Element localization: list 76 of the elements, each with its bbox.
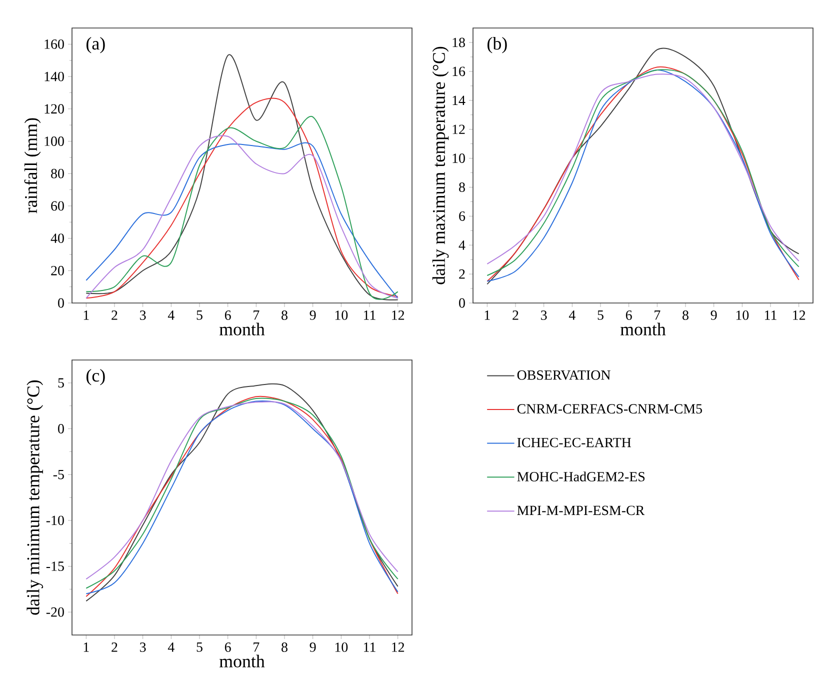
x-tick-label: 12 xyxy=(392,310,404,320)
y-tick-label: 140 xyxy=(44,72,64,82)
x-tick-label: 2 xyxy=(112,310,118,320)
x-tick-label: 1 xyxy=(84,310,89,320)
legend-label: MOHC-HadGEM2-ES xyxy=(517,472,645,482)
x-tick-label: 5 xyxy=(598,310,604,320)
x-tick-label: 10 xyxy=(335,310,348,320)
x-axis-title: month xyxy=(620,322,666,336)
y-tick-label: -15 xyxy=(46,562,64,571)
x-tick-label: 6 xyxy=(224,642,231,652)
x-tick-label: 11 xyxy=(765,310,776,320)
x-tick-label: 7 xyxy=(254,642,260,652)
y-axis-title: daily minimum temperature (°C) xyxy=(26,380,44,615)
y-tick-label: 40 xyxy=(50,234,64,244)
x-axis-title: month xyxy=(219,322,265,336)
y-tick-label: 14 xyxy=(452,96,466,105)
x-tick-label: 2 xyxy=(512,310,518,320)
y-tick-label: 4 xyxy=(458,240,466,250)
x-tick-label: 4 xyxy=(168,310,174,320)
chart-title: (b) xyxy=(488,37,507,54)
x-tick-label: 6 xyxy=(224,310,231,320)
x-tick-label: 8 xyxy=(282,310,288,320)
x-tick-label: 9 xyxy=(710,310,717,320)
x-tick-label: 8 xyxy=(282,642,288,652)
x-tick-label: 3 xyxy=(140,642,146,652)
y-tick-label: 120 xyxy=(44,104,64,114)
legend-label: ICHEC-EC-EARTH xyxy=(517,438,632,448)
legend-label: CNRM-CERFACS-CNRM-CM5 xyxy=(517,404,702,414)
y-tick-label: 0 xyxy=(459,298,465,308)
x-tick-label: 3 xyxy=(140,310,146,320)
y-tick-label: 20 xyxy=(51,266,64,276)
y-tick-label: 60 xyxy=(51,201,64,211)
x-tick-label: 4 xyxy=(168,642,174,652)
y-tick-label: 160 xyxy=(44,39,64,49)
x-tick-label: 6 xyxy=(626,310,632,320)
x-tick-label: 9 xyxy=(310,642,316,652)
x-tick-label: 8 xyxy=(682,310,688,320)
y-tick-label: -5 xyxy=(53,470,64,480)
x-tick-label: 1 xyxy=(484,310,490,320)
x-tick-label: 10 xyxy=(335,642,348,652)
x-tick-label: 4 xyxy=(568,310,576,320)
legend-label: MPI-M-MPI-ESM-CR xyxy=(517,506,645,516)
x-tick-label: 11 xyxy=(364,310,376,320)
x-tick-label: 12 xyxy=(793,310,806,320)
y-tick-label: 8 xyxy=(459,182,465,192)
y-tick-label: -10 xyxy=(46,516,64,526)
x-tick-label: 3 xyxy=(541,310,547,320)
x-tick-label: 7 xyxy=(254,310,260,320)
chart-title: (a) xyxy=(86,37,105,54)
x-tick-label: 2 xyxy=(112,642,118,652)
x-tick-label: 7 xyxy=(654,310,660,320)
x-tick-label: 5 xyxy=(196,310,202,320)
chart-title: (c) xyxy=(86,369,105,386)
y-axis-title: rainfall (mm) xyxy=(24,118,41,214)
y-tick-label: -20 xyxy=(46,607,64,617)
y-tick-label: 18 xyxy=(452,38,465,48)
y-tick-label: 16 xyxy=(452,66,466,76)
y-tick-label: 0 xyxy=(58,424,64,434)
y-tick-label: 2 xyxy=(459,269,465,279)
y-tick-label: 12 xyxy=(452,124,465,134)
line-series xyxy=(86,54,398,300)
y-tick-label: 6 xyxy=(459,211,466,221)
legend-label: OBSERVATION xyxy=(517,370,610,380)
x-tick-label: 10 xyxy=(736,310,749,320)
x-tick-label: 1 xyxy=(84,642,89,652)
y-tick-label: 5 xyxy=(58,378,64,388)
y-tick-label: 100 xyxy=(44,136,64,146)
y-tick-label: 10 xyxy=(452,154,465,163)
y-tick-label: 0 xyxy=(58,298,64,308)
x-tick-label: 5 xyxy=(196,642,202,652)
y-tick-label: 80 xyxy=(51,168,64,178)
x-tick-label: 12 xyxy=(392,642,404,652)
y-axis-title: daily maximum temperature (°C) xyxy=(432,46,449,284)
x-axis-title: month xyxy=(219,654,265,668)
x-tick-label: 11 xyxy=(364,642,376,652)
x-tick-label: 9 xyxy=(310,310,316,320)
